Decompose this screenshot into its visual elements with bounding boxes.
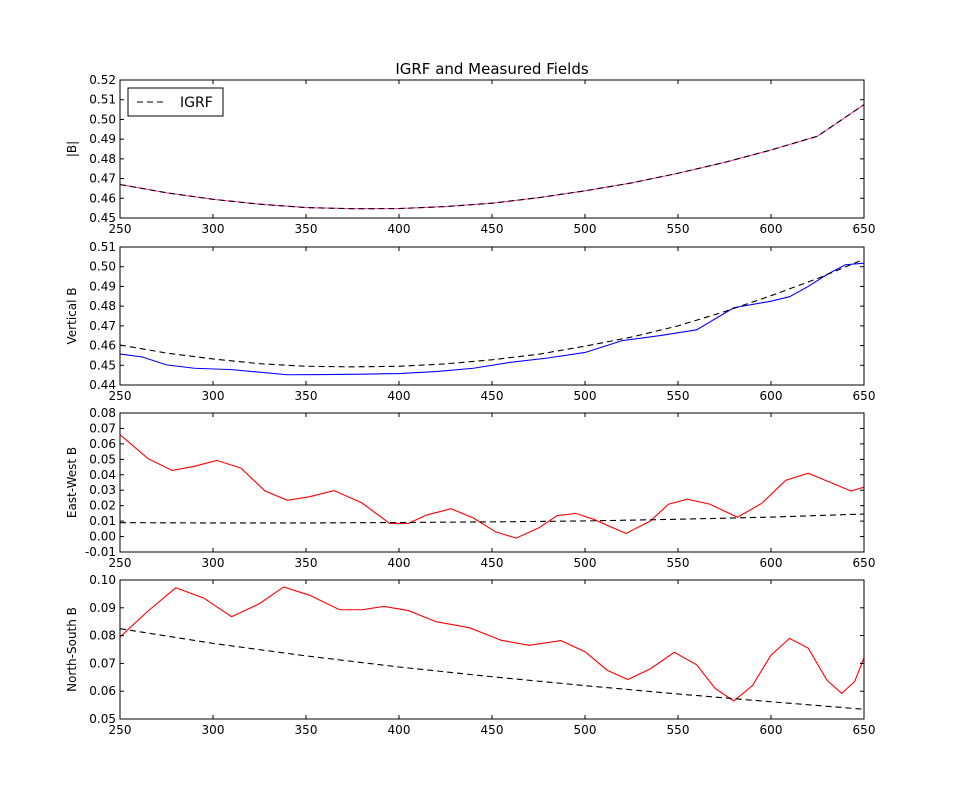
x-tick-label: 300 — [202, 222, 225, 236]
x-tick-label: 500 — [574, 389, 597, 403]
x-tick-label: 300 — [202, 389, 225, 403]
x-tick-label: 650 — [853, 389, 876, 403]
x-tick-label: 350 — [295, 723, 318, 737]
x-tick-label: 400 — [388, 389, 411, 403]
y-tick-label: 0.51 — [89, 240, 116, 254]
y-axis-label: East-West B — [65, 447, 79, 518]
x-tick-label: 650 — [853, 556, 876, 570]
legend: IGRF — [127, 87, 224, 117]
y-tick-label: 0.08 — [89, 629, 116, 643]
x-tick-label: 350 — [295, 556, 318, 570]
y-tick-label: 0.07 — [89, 421, 116, 435]
x-tick-label: 550 — [667, 723, 690, 737]
x-tick-label: 350 — [295, 222, 318, 236]
legend-box — [127, 87, 224, 117]
y-tick-label: 0.05 — [89, 452, 116, 466]
x-tick-label: 450 — [481, 222, 504, 236]
x-tick-label: 350 — [295, 389, 318, 403]
y-tick-label: 0.46 — [89, 191, 116, 205]
subplot-2: 250 300 350 400 450 500 550 600 650 0.44 0.45 0.46 0… — [65, 240, 875, 403]
x-tick-label: 600 — [760, 556, 783, 570]
y-tick-label: 0.47 — [89, 319, 116, 333]
y-tick-label: -0.01 — [85, 545, 116, 559]
x-tick-label: 500 — [574, 723, 597, 737]
x-tick-label: 450 — [481, 389, 504, 403]
series-line-measured-4 — [119, 586, 865, 702]
x-tick-label: 250 — [109, 723, 132, 737]
x-tick-label: 450 — [481, 723, 504, 737]
x-tick-label: 400 — [388, 222, 411, 236]
subplots: 250 300 350 400 450 500 550 600 650 0.45 0.46 0.47 0… — [65, 73, 875, 737]
y-tick-label: 0.50 — [89, 260, 116, 274]
series-line-igrf-2 — [119, 258, 865, 368]
subplot-1: 250 300 350 400 450 500 550 600 650 0.45 0.46 0.47 0… — [65, 73, 875, 236]
y-tick-label: 0.02 — [89, 499, 116, 513]
x-tick-label: 250 — [109, 389, 132, 403]
x-tick-label: 250 — [109, 222, 132, 236]
y-tick-label: 0.50 — [89, 112, 116, 126]
y-axis-label: Vertical B — [65, 288, 79, 345]
x-tick-label: 600 — [760, 389, 783, 403]
y-tick-label: 0.00 — [89, 530, 116, 544]
x-tick-label: 400 — [388, 723, 411, 737]
y-tick-label: 0.51 — [89, 93, 116, 107]
x-tick-label: 550 — [667, 222, 690, 236]
y-tick-label: 0.09 — [89, 601, 116, 615]
y-tick-label: 0.46 — [89, 339, 116, 353]
y-tick-label: 0.10 — [89, 573, 116, 587]
y-tick-label: 0.48 — [89, 152, 116, 166]
y-tick-label: 0.52 — [89, 73, 116, 87]
y-tick-label: 0.48 — [89, 299, 116, 313]
subplot-4: 250 300 350 400 450 500 550 600 650 0.05 0.06 0.07 0… — [65, 573, 875, 737]
y-tick-label: 0.01 — [89, 514, 116, 528]
x-tick-label: 250 — [109, 556, 132, 570]
y-tick-label: 0.03 — [89, 483, 116, 497]
series-line-igrf-1 — [119, 104, 865, 210]
y-tick-label: 0.45 — [89, 211, 116, 225]
y-tick-label: 0.06 — [89, 684, 116, 698]
y-axis-label: North-South B — [65, 607, 79, 692]
y-tick-label: 0.07 — [89, 656, 116, 670]
y-axis-label: |B| — [65, 141, 79, 157]
x-tick-label: 450 — [481, 556, 504, 570]
x-tick-label: 300 — [202, 556, 225, 570]
y-tick-label: 0.05 — [89, 712, 116, 726]
x-tick-label: 600 — [760, 723, 783, 737]
series-line-measured-2 — [119, 262, 865, 376]
y-tick-label: 0.45 — [89, 358, 116, 372]
series-line-igrf-4 — [119, 628, 865, 710]
x-tick-label: 650 — [853, 723, 876, 737]
x-tick-label: 400 — [388, 556, 411, 570]
x-tick-label: 500 — [574, 556, 597, 570]
subplot-3: 250 300 350 400 450 500 550 600 650 -0.010.00 0.01… — [65, 406, 875, 570]
x-tick-label: 600 — [760, 222, 783, 236]
y-tick-label: 0.44 — [89, 378, 116, 392]
legend-label-igrf: IGRF — [180, 95, 213, 111]
figure-title: IGRF and Measured Fields — [395, 60, 589, 78]
x-tick-label: 300 — [202, 723, 225, 737]
x-tick-label: 550 — [667, 556, 690, 570]
series-line-measured-3 — [119, 434, 865, 539]
y-tick-label: 0.49 — [89, 132, 116, 146]
x-tick-label: 500 — [574, 222, 597, 236]
x-tick-label: 650 — [853, 222, 876, 236]
y-tick-label: 0.08 — [89, 406, 116, 420]
y-tick-label: 0.06 — [89, 437, 116, 451]
y-tick-label: 0.04 — [89, 468, 116, 482]
y-tick-label: 0.49 — [89, 279, 116, 293]
x-tick-label: 550 — [667, 389, 690, 403]
series-line-igrf-3 — [119, 513, 865, 524]
y-tick-label: 0.47 — [89, 172, 116, 186]
